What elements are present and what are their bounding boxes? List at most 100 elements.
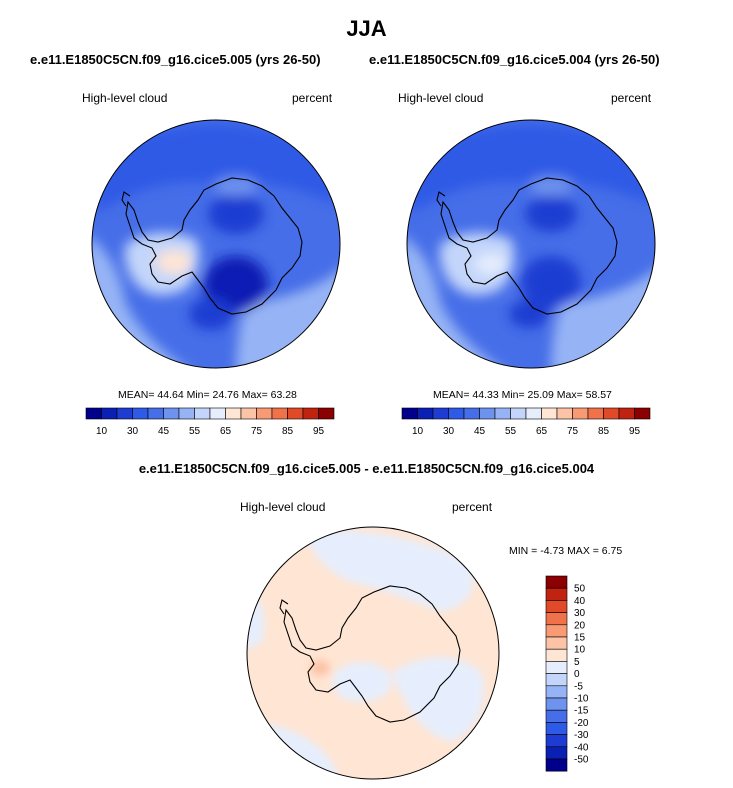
colorbar-box (545, 661, 568, 674)
colorbar-tick-label: 10 (96, 426, 108, 437)
map-panel-a (91, 119, 341, 369)
season-title: JJA (346, 16, 387, 41)
colorbar-tick-label: -10 (574, 694, 589, 705)
colorbar-box (240, 407, 257, 420)
colorbar-box (401, 407, 418, 420)
panel-b-variable: High-level cloud (398, 91, 484, 105)
colorbar-box (287, 407, 304, 420)
colorbar-tick-label: 10 (412, 426, 424, 437)
colorbar-tick-label: 95 (629, 426, 641, 437)
colorbar-tick-label: 85 (598, 426, 610, 437)
colorbar-box (545, 709, 568, 723)
diff-units: percent (452, 500, 493, 514)
colorbar-box (525, 407, 542, 420)
colorbar-box (479, 407, 496, 420)
case-a-title: e.e11.E1850C5CN.f09_g16.cice5.005 (yrs 2… (30, 52, 321, 67)
panel-b-stats: MEAN= 44.33 Min= 25.09 Max= 58.57 (433, 389, 612, 401)
colorbar-tick-label: 65 (536, 426, 548, 437)
colorbar-tick-label: 55 (189, 426, 201, 437)
negative-area-north (302, 530, 474, 612)
colorbar-tick-label: 75 (251, 426, 263, 437)
colorbar-box (256, 407, 273, 420)
antarctic-peninsula (121, 191, 131, 207)
antarctic-peninsula (436, 191, 446, 207)
colorbar-box (545, 575, 568, 589)
colorbar-box (545, 636, 568, 650)
panel-b-units: percent (611, 91, 652, 105)
colorbar-tick-label: -5 (574, 681, 583, 692)
colorbar-tick-label: 30 (443, 426, 455, 437)
map-boundary (406, 119, 656, 369)
colorbar-tick-label: -20 (574, 718, 589, 729)
colorbar-box (545, 697, 568, 711)
colorbar-tick-label: 55 (505, 426, 517, 437)
colorbar-tick-label: 40 (574, 596, 586, 607)
colorbar-tick-label: 65 (220, 426, 232, 437)
outer-ring-north (411, 124, 651, 214)
colorbar-box (101, 407, 118, 420)
colorbar-box (556, 407, 573, 420)
panel-a-units: percent (292, 91, 333, 105)
colorbar-box (587, 407, 604, 420)
colorbar-tick-label: 0 (574, 669, 580, 680)
colorbar-panel-b: 10 30 45 55 65 75 85 95 (401, 407, 651, 437)
negative-area-east (392, 657, 484, 742)
dark-core-east (204, 256, 268, 312)
colorbar-tick-label: 30 (574, 608, 586, 619)
antarctic-coastline (283, 585, 461, 723)
colorbar-box (545, 685, 568, 699)
colorbar-tick-label: 95 (313, 426, 325, 437)
colorbar-box (603, 407, 620, 420)
colorbar-box (545, 758, 568, 772)
panel-a-stats: MEAN= 44.64 Min= 24.76 Max= 63.28 (118, 389, 297, 401)
antarctic-coastline (440, 177, 618, 315)
map-boundary (91, 119, 341, 369)
light-patch-weddell (475, 254, 507, 274)
negative-area-west (247, 582, 265, 652)
colorbar-box (432, 407, 449, 420)
colorbar-tick-label: 20 (574, 620, 586, 631)
colorbar-box (541, 407, 558, 420)
colorbar-box (545, 734, 568, 748)
colorbar-box (85, 407, 102, 420)
colorbar-tick-label: 85 (282, 426, 294, 437)
warm-patch-weddell (156, 250, 192, 274)
colorbar-box (545, 624, 568, 638)
colorbar-tick-label: 75 (567, 426, 579, 437)
dark-core-south (509, 300, 549, 328)
colorbar-box (463, 407, 480, 420)
colorbar-tick-label: -40 (574, 742, 589, 753)
outer-ring-north (96, 124, 336, 214)
dark-core-east (521, 256, 581, 308)
colorbar-box (545, 612, 568, 626)
colorbar-box (116, 407, 133, 420)
dark-core-south (189, 298, 233, 330)
colorbar-box (494, 407, 511, 420)
colorbar-box (132, 407, 149, 420)
diff-title: e.e11.E1850C5CN.f09_g16.cice5.005 - e.e1… (138, 461, 595, 476)
map-boundary (246, 526, 500, 780)
negative-area-interior (332, 662, 392, 702)
colorbar-box (545, 587, 568, 601)
colorbar-box (634, 407, 651, 420)
colorbar-box (618, 407, 635, 420)
colorbar-box (417, 407, 434, 420)
colorbar-box (545, 746, 568, 760)
colorbar-box (225, 407, 242, 420)
colorbar-tick-label: -50 (574, 755, 589, 766)
antarctic-peninsula (279, 599, 289, 615)
map-panel-b (406, 119, 656, 369)
colorbar-tick-label: 30 (127, 426, 139, 437)
colorbar-tick-label: 45 (474, 426, 486, 437)
colorbar-tick-label: 45 (158, 426, 170, 437)
colorbar-box (194, 407, 211, 420)
colorbar-box (209, 407, 226, 420)
case-b-title: e.e11.E1850C5CN.f09_g16.cice5.004 (yrs 2… (369, 52, 660, 67)
dark-core-north (208, 194, 264, 234)
colorbar-box (163, 407, 180, 420)
colorbar-box (545, 722, 568, 735)
positive-peak-weddell (310, 660, 330, 676)
colorbar-box (271, 407, 288, 420)
colorbar-box (545, 673, 568, 687)
